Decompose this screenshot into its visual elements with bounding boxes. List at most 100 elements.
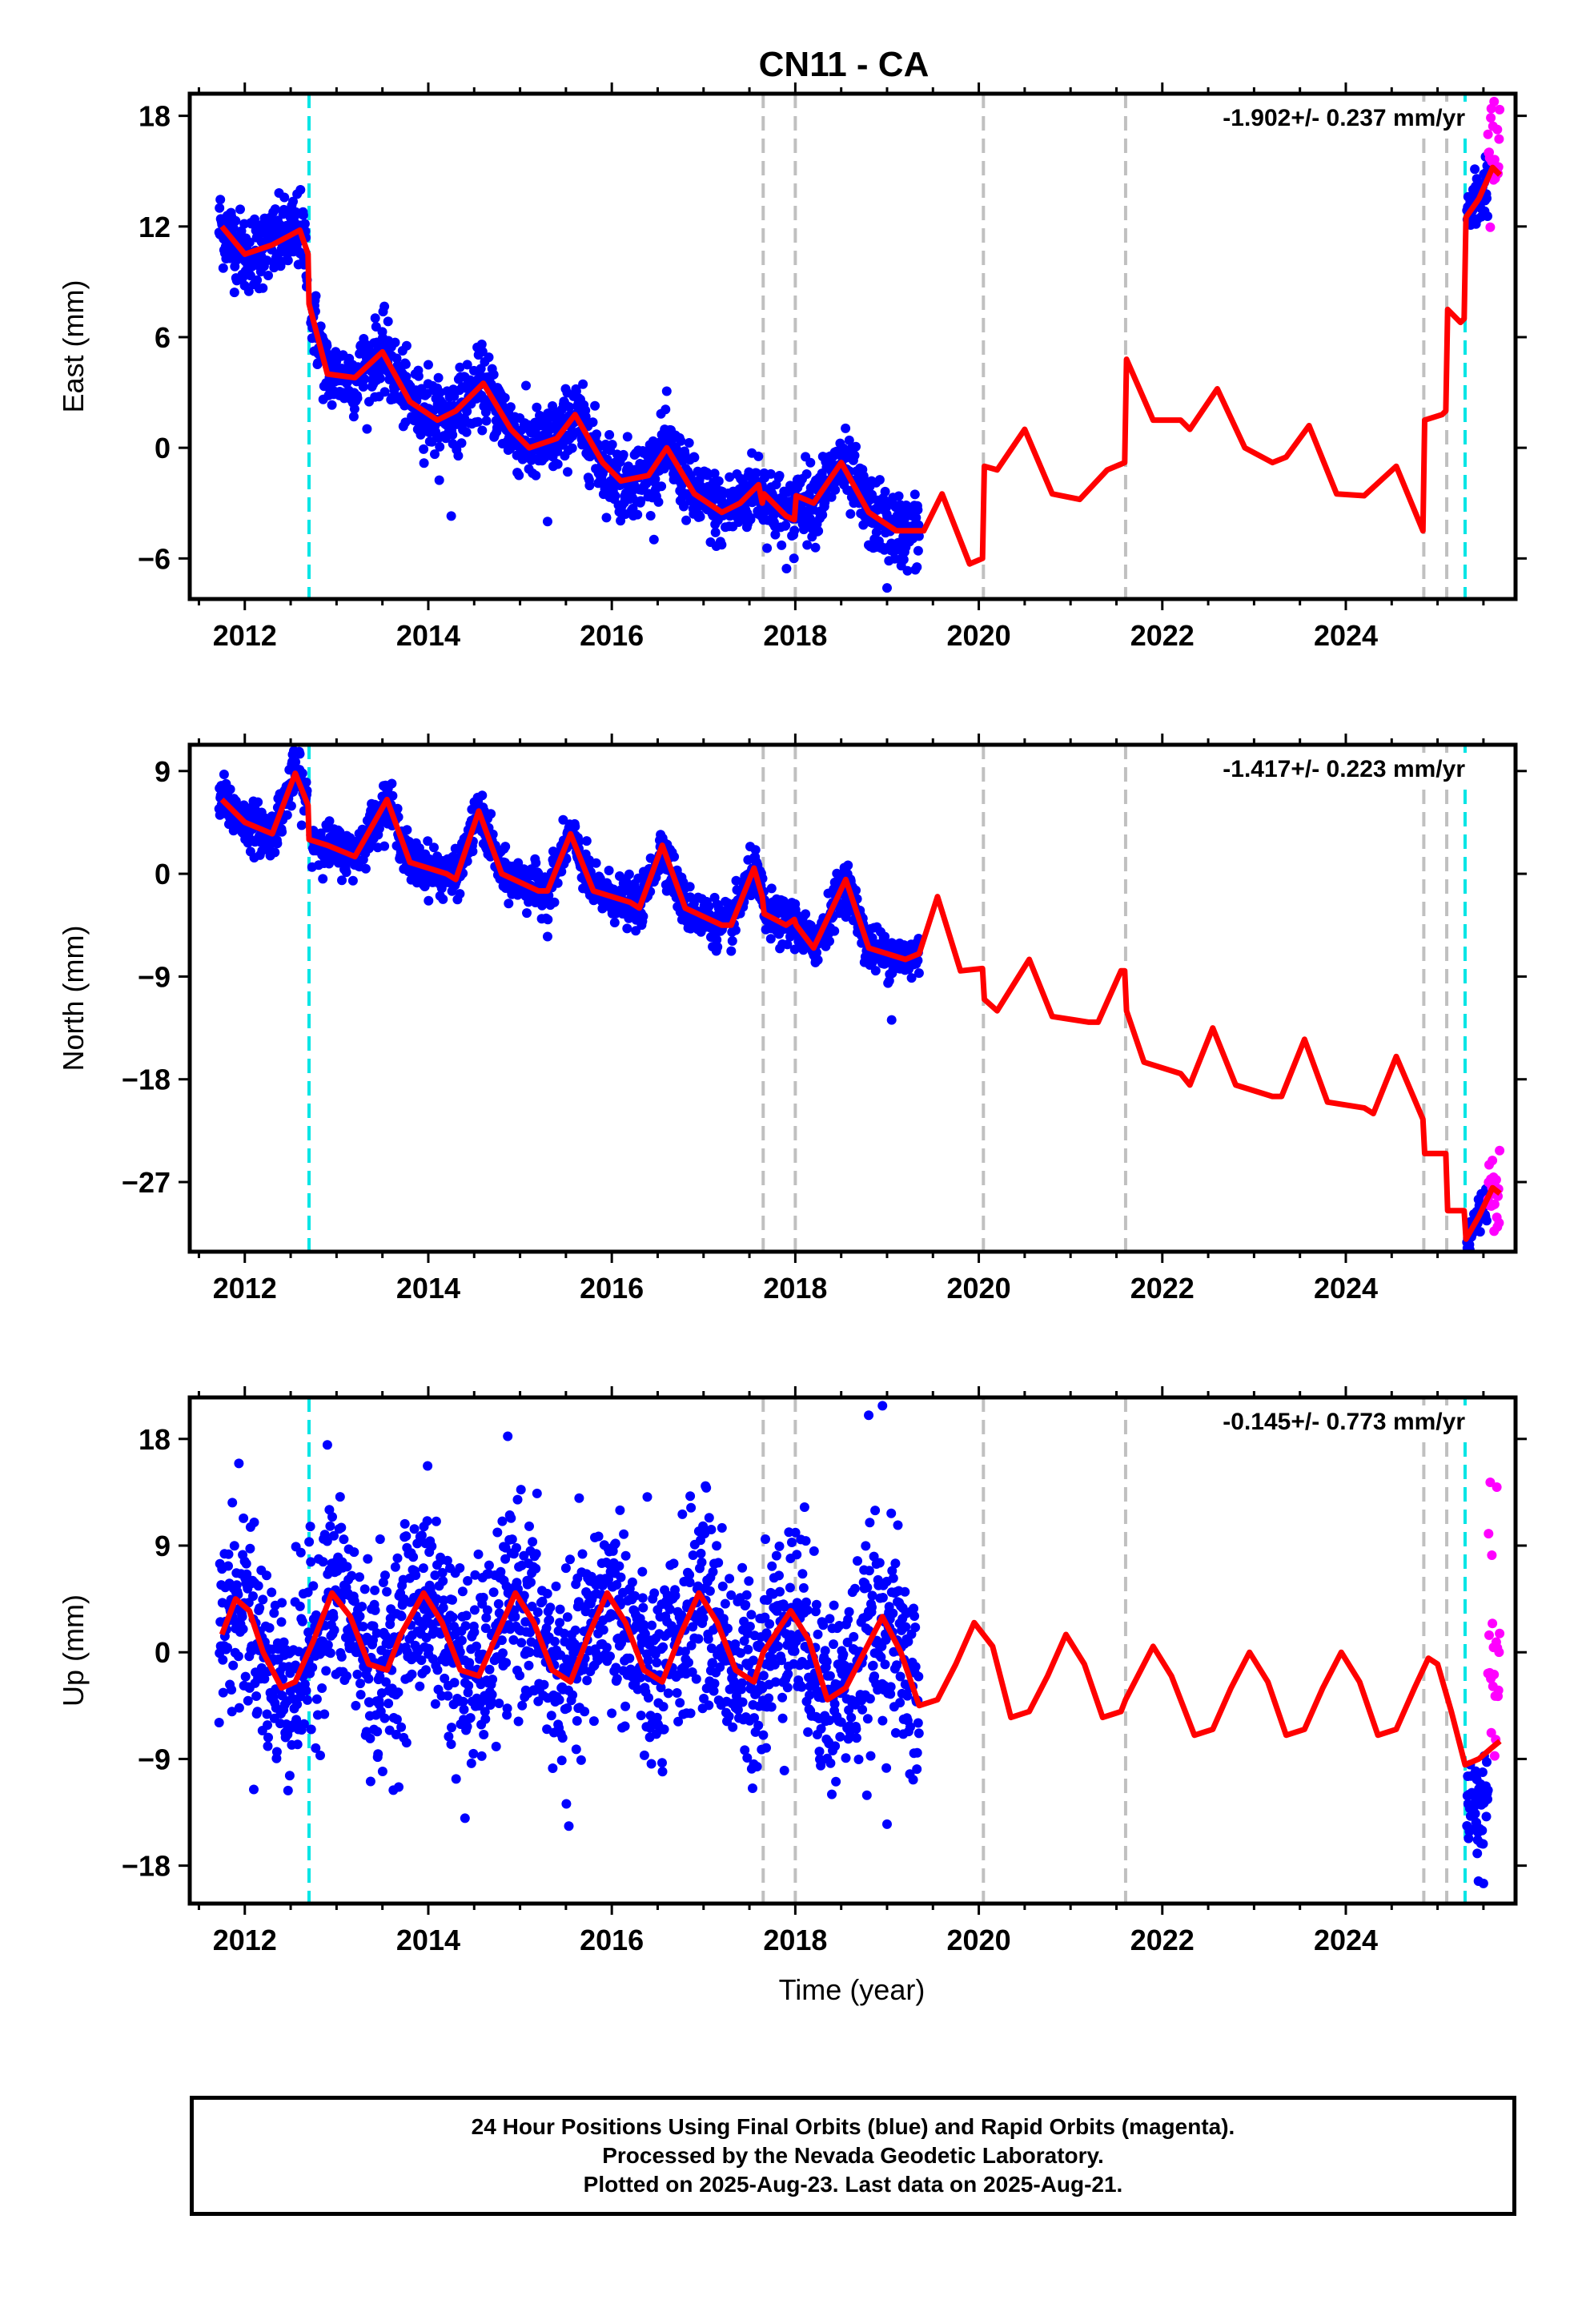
data-point: [640, 1629, 650, 1639]
data-point: [363, 1674, 374, 1684]
data-point: [565, 1554, 575, 1565]
data-point: [430, 1699, 440, 1709]
data-point: [258, 283, 268, 293]
data-point: [765, 934, 776, 944]
data-point: [411, 1570, 421, 1580]
data-point: [725, 1574, 735, 1584]
data-point: [532, 1607, 543, 1618]
data-point: [494, 1699, 504, 1708]
data-point: [279, 192, 290, 203]
data-point: [649, 1588, 660, 1598]
model-line: [219, 770, 1502, 1242]
data-point: [352, 393, 363, 404]
data-point: [477, 347, 488, 357]
data-point: [681, 515, 692, 525]
data-points: [214, 1401, 1505, 1888]
data-point: [401, 372, 412, 382]
data-point: [456, 1635, 467, 1646]
data-point: [392, 1553, 403, 1563]
data-point: [577, 1549, 588, 1559]
data-point: [510, 1611, 520, 1622]
data-point: [381, 1677, 391, 1687]
data-point: [549, 1636, 560, 1647]
data-point: [524, 1647, 535, 1658]
chart-title: CN11 - CA: [759, 45, 930, 84]
data-point: [271, 1747, 282, 1757]
data-point: [616, 1572, 626, 1582]
data-point: [699, 1694, 709, 1703]
data-point: [762, 543, 773, 553]
data-point: [469, 1605, 480, 1615]
data-point: [781, 521, 791, 530]
data-point: [401, 1738, 412, 1748]
data-point: [242, 1569, 252, 1579]
data-point: [392, 803, 403, 814]
data-point: [517, 1700, 528, 1711]
data-point: [299, 1719, 309, 1729]
data-point: [438, 894, 448, 904]
data-point: [710, 527, 721, 537]
data-point: [706, 1643, 717, 1654]
data-point: [573, 1597, 584, 1607]
data-point: [500, 842, 511, 852]
data-point: [618, 449, 628, 460]
data-point: [1495, 104, 1505, 115]
data-point: [228, 1660, 239, 1671]
data-point: [571, 1744, 581, 1755]
data-point: [598, 1625, 608, 1635]
data-point: [498, 1648, 508, 1659]
data-point: [615, 1505, 625, 1515]
data-point: [616, 1638, 626, 1648]
data-point: [418, 1563, 428, 1574]
data-point: [1489, 96, 1500, 107]
data-point: [273, 1644, 283, 1655]
data-point: [638, 1602, 648, 1613]
data-point: [703, 1634, 713, 1644]
data-point: [240, 1671, 251, 1682]
data-point: [637, 1593, 648, 1603]
data-point: [898, 554, 909, 565]
data-point: [689, 452, 700, 463]
data-point: [851, 885, 861, 895]
data-point-outlier: [542, 931, 552, 942]
data-point: [909, 489, 920, 500]
data-point: [267, 1587, 277, 1598]
data-point: [464, 1658, 475, 1668]
data-point: [731, 875, 741, 886]
data-point: [328, 1612, 339, 1622]
data-point: [292, 1739, 303, 1750]
data-point: [464, 1680, 474, 1691]
data-point: [493, 1598, 504, 1609]
data-point: [531, 470, 541, 480]
data-point: [448, 1594, 457, 1605]
data-point: [620, 1701, 631, 1711]
data-point: [663, 1688, 673, 1699]
data-point: [249, 1784, 259, 1795]
data-point: [488, 369, 499, 380]
data-point: [291, 1715, 302, 1725]
data-point: [304, 1537, 315, 1547]
data-point: [562, 1612, 572, 1622]
data-point: [463, 1687, 473, 1698]
data-point: [1483, 129, 1493, 139]
data-point: [270, 847, 280, 858]
data-point: [736, 1648, 745, 1659]
data-point: [913, 505, 923, 515]
data-point: [219, 770, 229, 779]
data-point: [229, 287, 239, 298]
data-point: [375, 1534, 385, 1544]
data-point: [325, 1648, 335, 1659]
data-point: [355, 1679, 365, 1689]
data-point: [390, 337, 400, 348]
data-point: [528, 1537, 538, 1547]
data-point: [913, 520, 924, 530]
data-point: [303, 1627, 314, 1638]
data-point: [902, 565, 913, 576]
data-point: [457, 1586, 468, 1597]
y-tick-label: −9: [138, 960, 171, 993]
data-point: [311, 291, 321, 301]
data-point: [601, 1642, 612, 1653]
data-point: [480, 1623, 491, 1634]
data-point: [370, 1585, 380, 1595]
